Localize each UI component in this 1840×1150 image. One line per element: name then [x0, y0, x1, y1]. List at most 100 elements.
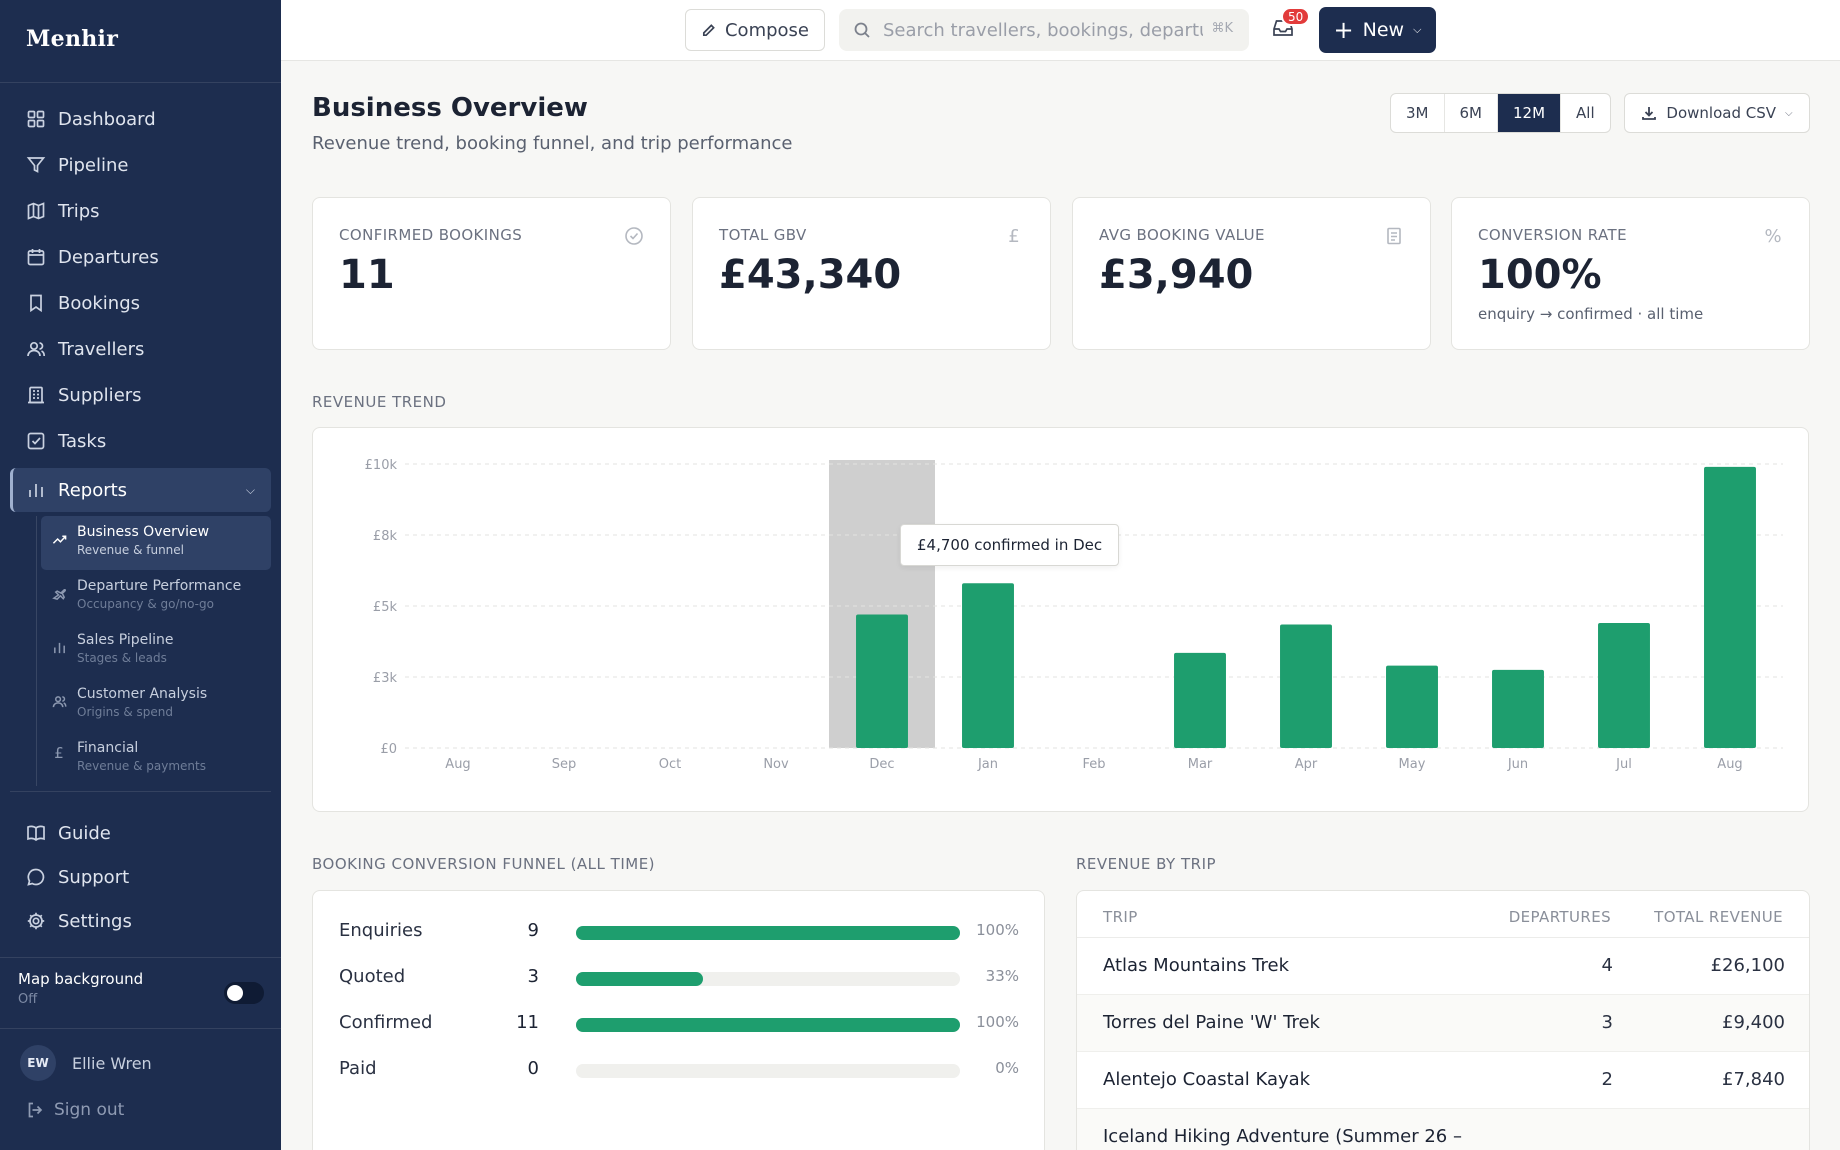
kpi-value: 11 [339, 252, 395, 298]
range-12m[interactable]: 12M [1498, 94, 1562, 132]
subnav-item-financial[interactable]: £ Financial Revenue & payments [49, 732, 271, 786]
column-header-total-revenue[interactable]: TOTAL REVENUE [1654, 908, 1783, 926]
avatar: EW [20, 1045, 56, 1081]
trip-revenue: £9,400 [1722, 1012, 1785, 1033]
user-profile[interactable]: EW Ellie Wren [20, 1045, 152, 1081]
toggle-knob [227, 985, 243, 1001]
chart-x-tick-label: Aug [1717, 757, 1742, 772]
compose-label: Compose [724, 19, 809, 41]
funnel-label: Quoted [339, 966, 406, 987]
revenue-trend-heading: REVENUE TREND [312, 393, 447, 411]
compose-button[interactable]: Compose [685, 9, 825, 51]
kpi-value: £3,940 [1099, 252, 1254, 298]
funnel-percent: 100% [976, 921, 1019, 939]
sidebar-item-reports[interactable]: Reports ⌵ [10, 468, 271, 512]
sidebar: Menhir Dashboard Pipeline Trips Departur… [0, 0, 281, 1150]
page-title: Business Overview [312, 93, 588, 123]
funnel-count: 11 [516, 1012, 539, 1033]
chart-x-tick-label: Nov [763, 757, 789, 772]
table-row[interactable]: Atlas Mountains Trek 4 £26,100 [1077, 938, 1809, 995]
chart-bar [1704, 466, 1756, 748]
users-icon [51, 694, 67, 709]
funnel-bar-fill [576, 926, 960, 940]
chart-bar [1598, 623, 1650, 748]
range-all[interactable]: All [1576, 104, 1595, 122]
sidebar-item-tasks[interactable]: Tasks [10, 418, 271, 464]
sidebar-item-guide[interactable]: Guide [10, 811, 271, 855]
subnav-item-customer-analysis[interactable]: Customer Analysis Origins & spend [49, 678, 271, 732]
trip-revenue: £7,840 [1722, 1069, 1785, 1090]
sidebar-item-label: Support [58, 866, 130, 888]
chart-x-tick-label: Jul [1615, 757, 1632, 772]
map-background-toggle[interactable] [224, 982, 264, 1004]
column-header-departures[interactable]: DEPARTURES [1508, 908, 1611, 926]
revenue-trend-chart: £0 £3k £5k £8k £10k Aug Sep Oct Nov Dec Jan Feb Mar A… [312, 427, 1809, 812]
kpi-label: TOTAL GBV [719, 226, 807, 244]
kpi-card-total-gbv: TOTAL GBV £43,340 £ [692, 197, 1051, 350]
subnav-title: Departure Performance [77, 578, 242, 594]
chart-x-tick-label: Mar [1188, 757, 1213, 772]
sidebar-item-bookings[interactable]: Bookings [10, 280, 271, 326]
subnav-item-departure-performance[interactable]: Departure Performance Occupancy & go/no-g… [49, 570, 271, 624]
sidebar-nav: Dashboard Pipeline Trips Departures Book… [10, 96, 271, 786]
funnel-row-paid: Paid 0 0% [339, 1055, 1019, 1085]
funnel-percent: 100% [976, 1013, 1019, 1031]
sidebar-item-support[interactable]: Support [10, 855, 271, 899]
trip-name: Atlas Mountains Trek [1103, 955, 1289, 976]
users-icon [26, 339, 46, 359]
subnav-item-business-overview[interactable]: Business Overview Revenue & funnel [41, 516, 271, 570]
funnel-bar-fill [576, 972, 703, 986]
sidebar-divider [10, 791, 271, 792]
table-row[interactable]: Alentejo Coastal Kayak 2 £7,840 [1077, 1052, 1809, 1109]
bookmark-icon [26, 293, 46, 313]
trip-name: Torres del Paine 'W' Trek [1103, 1012, 1320, 1033]
map-background-setting: Map background Off [18, 970, 268, 1007]
download-csv-button[interactable]: Download CSV ⌵ [1624, 93, 1810, 133]
inbox-button[interactable] [1271, 16, 1297, 42]
new-button[interactable]: + New ⌵ [1319, 7, 1436, 53]
brand-logo[interactable]: Menhir [26, 26, 119, 52]
sidebar-item-label: Bookings [58, 292, 141, 314]
column-header-trip[interactable]: TRIP [1103, 908, 1138, 926]
kpi-card-avg-booking-value: AVG BOOKING VALUE £3,940 [1072, 197, 1431, 350]
range-6m[interactable]: 6M [1445, 94, 1498, 132]
chevron-down-icon: ⌵ [1785, 107, 1793, 119]
sidebar-item-settings[interactable]: Settings [10, 899, 271, 943]
table-row[interactable]: Iceland Hiking Adventure (Summer 26 – [1077, 1109, 1809, 1150]
sidebar-divider [0, 957, 281, 958]
sidebar-item-trips[interactable]: Trips [10, 188, 271, 234]
chart-bar [856, 614, 908, 748]
trip-departures: 2 [1601, 1069, 1613, 1090]
inbox-count-badge: 50 [1281, 7, 1311, 26]
chevron-down-icon[interactable]: ⌵ [245, 482, 255, 497]
funnel-count: 9 [527, 920, 539, 941]
map-background-label: Map background [18, 970, 144, 988]
trip-revenue: £26,100 [1710, 955, 1785, 976]
subnav-item-sales-pipeline[interactable]: Sales Pipeline Stages & leads [49, 624, 271, 678]
sidebar-item-travellers[interactable]: Travellers [10, 326, 271, 372]
sign-out-button[interactable]: Sign out [26, 1100, 124, 1120]
sidebar-item-departures[interactable]: Departures [10, 234, 271, 280]
funnel-bar-track [576, 926, 960, 940]
funnel-label: Paid [339, 1058, 377, 1079]
chevron-down-icon: ⌵ [1413, 23, 1422, 36]
subnav-title: Business Overview [77, 524, 210, 540]
receipt-icon [1384, 226, 1404, 246]
search-input[interactable]: Search travellers, bookings, departures … [839, 9, 1249, 51]
chart-y-tick-label: £8k [373, 529, 398, 544]
pound-icon: £ [1008, 226, 1020, 247]
dashboard-icon [26, 109, 46, 129]
chart-x-tick-label: Jun [1507, 757, 1528, 772]
revenue-by-trip-table: TRIP DEPARTURES TOTAL REVENUE Atlas Moun… [1076, 890, 1810, 1150]
chart-y-tick-label: £5k [373, 600, 398, 615]
funnel-row-enquiries: Enquiries 9 100% [339, 917, 1019, 947]
range-3m[interactable]: 3M [1391, 94, 1445, 132]
sidebar-item-dashboard[interactable]: Dashboard [10, 96, 271, 142]
sidebar-item-suppliers[interactable]: Suppliers [10, 372, 271, 418]
sidebar-bottom-nav: Guide Support Settings [10, 811, 271, 943]
table-row[interactable]: Torres del Paine 'W' Trek 3 £9,400 [1077, 995, 1809, 1052]
sidebar-item-pipeline[interactable]: Pipeline [10, 142, 271, 188]
kpi-value: 100% [1478, 252, 1602, 298]
kpi-value: £43,340 [719, 252, 902, 298]
gear-icon [26, 911, 46, 931]
